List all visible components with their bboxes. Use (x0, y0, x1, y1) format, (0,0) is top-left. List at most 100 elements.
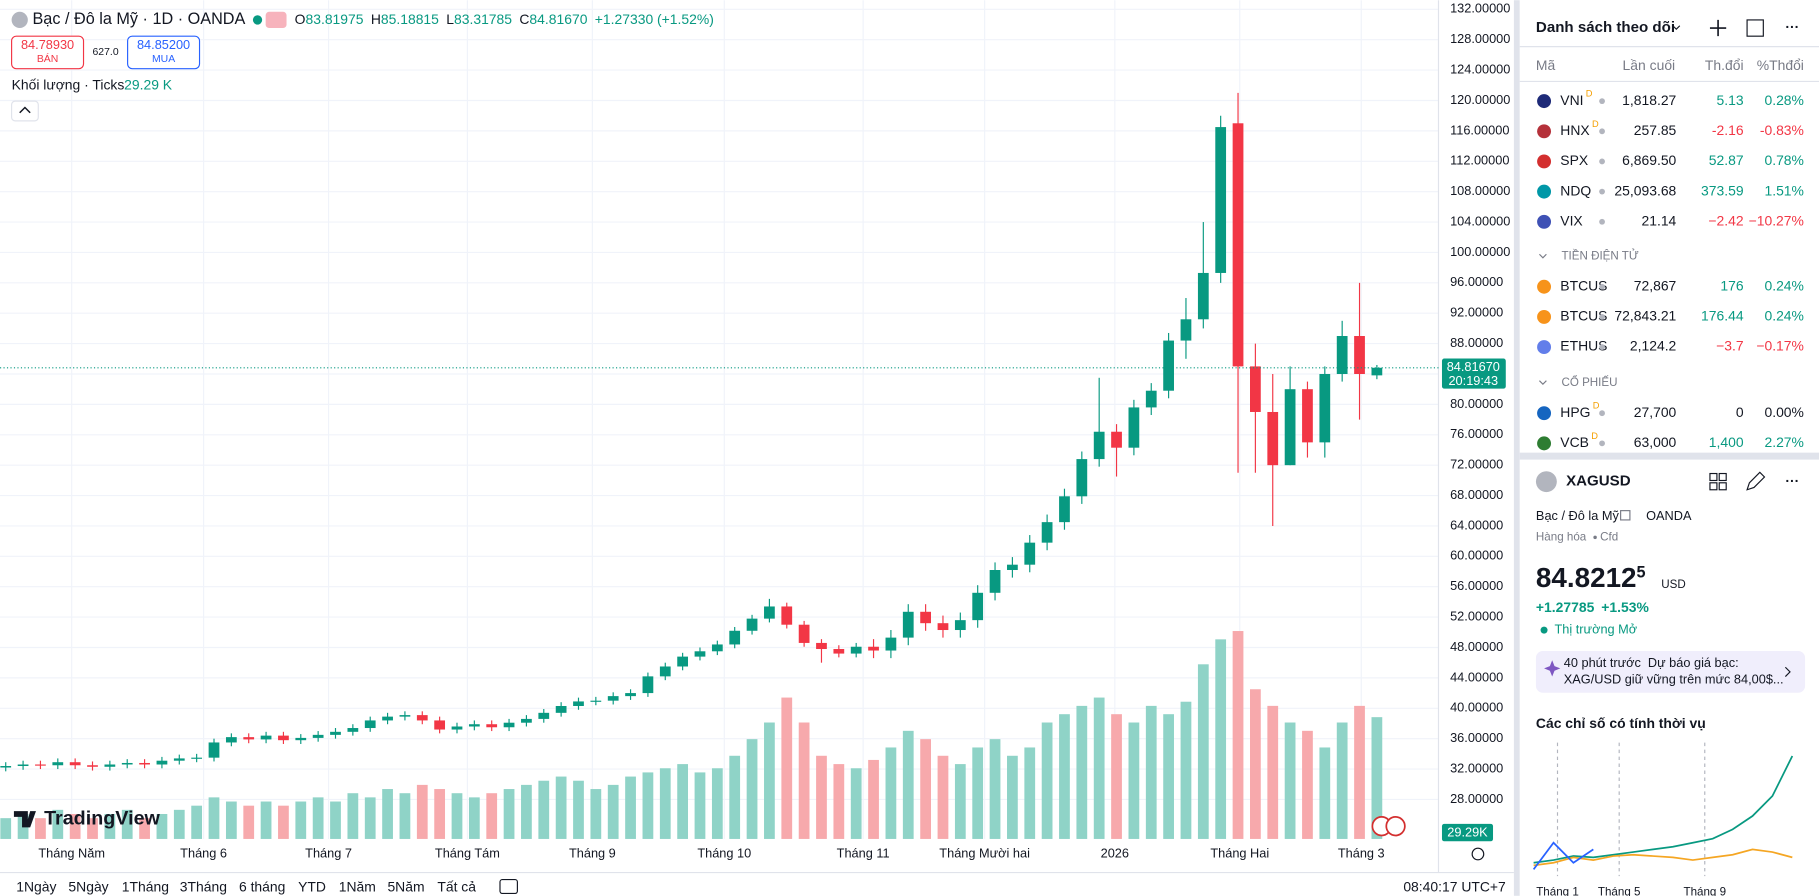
x-tick-label: Tháng Tám (435, 845, 500, 860)
range-button[interactable]: YTD (298, 878, 326, 894)
volume-bar (121, 809, 133, 839)
icon[interactable] (1709, 472, 1718, 482)
volume-bar (330, 801, 341, 839)
row-icon (1537, 154, 1552, 169)
candle-body (729, 630, 741, 645)
range-button[interactable]: 6 tháng (239, 878, 285, 894)
row-last: 63,000 (1634, 434, 1677, 450)
row-symbol[interactable]: BTCUS (1560, 308, 1607, 324)
volume-bar (1059, 714, 1070, 839)
row-symbol[interactable]: HPG (1560, 404, 1590, 420)
row-icon (1537, 279, 1552, 294)
detail-exchange: OANDA (1646, 508, 1692, 523)
link-icon[interactable] (1620, 510, 1631, 521)
row-symbol[interactable]: VNI (1560, 92, 1583, 108)
range-button[interactable]: 5Năm (387, 878, 424, 894)
volume-bar (868, 759, 879, 839)
icon[interactable] (1718, 472, 1727, 482)
buy-button[interactable] (127, 35, 201, 70)
row-pct: 0.28% (1764, 92, 1803, 108)
row-last: 25,093.68 (1614, 182, 1676, 198)
news-card[interactable] (1535, 651, 1806, 693)
candle-body (590, 700, 602, 702)
volume-bar (1024, 747, 1036, 839)
volume-bar (104, 813, 116, 839)
range-button[interactable]: 3Tháng (180, 878, 227, 894)
candle-body (816, 642, 827, 650)
news-time: 40 phút trước (1564, 655, 1642, 670)
volume-bar (69, 813, 81, 839)
event-icon[interactable] (1385, 816, 1406, 837)
candle-body (1145, 390, 1157, 408)
seasonals-title: Các chỉ số có tính thời vụ (1536, 715, 1706, 731)
clock: 08:40:17 UTC+7 (1403, 878, 1506, 894)
range-button[interactable]: 1Năm (339, 878, 376, 894)
column-header: Lần cuối (1623, 57, 1676, 73)
section-title[interactable]: CỔ PHIẾU (1561, 376, 1617, 389)
volume-bar (677, 764, 689, 839)
layout-icon[interactable] (1746, 19, 1764, 37)
status-dot (1599, 410, 1605, 417)
x-tick-label: Tháng Hai (1210, 845, 1269, 860)
countdown-label: 20:19:43 (1448, 373, 1498, 388)
detail-symbol[interactable]: XAGUSD (1566, 473, 1631, 490)
candle-body (1041, 522, 1053, 543)
icon[interactable] (1718, 482, 1727, 491)
row-symbol[interactable]: VCB (1560, 434, 1589, 450)
edit-icon[interactable] (1746, 471, 1766, 491)
icon[interactable] (1709, 482, 1718, 491)
sell-price: 84.78930 (21, 37, 74, 52)
column-header: Mã (1536, 57, 1556, 73)
logo-mark (13, 811, 36, 828)
add-icon[interactable] (1709, 19, 1727, 37)
change-pct: +1.53% (1601, 599, 1649, 615)
volume-bar (798, 722, 810, 839)
settings-icon[interactable] (1471, 847, 1485, 861)
seasonals-chart: Tháng 1 Tháng 5 Tháng 9 (1532, 742, 1794, 896)
volume-bar (486, 793, 498, 839)
row-flag: D (1592, 119, 1599, 129)
candle-body (364, 720, 376, 729)
candle-body (17, 764, 29, 767)
volume-bar (972, 747, 984, 839)
candle-body (1111, 431, 1122, 448)
row-symbol[interactable]: HNX (1560, 122, 1589, 138)
range-button[interactable]: 5Ngày (68, 878, 108, 894)
candle-body (295, 737, 307, 741)
row-symbol[interactable]: BTCUS (1560, 277, 1607, 293)
volume-bar (1354, 705, 1365, 839)
range-button[interactable]: Tất cả (437, 878, 476, 894)
y-tick-label: 120.00000 (1450, 92, 1510, 107)
row-pct: 0.24% (1764, 277, 1803, 293)
candle-body (764, 606, 775, 619)
indicator-icon[interactable] (265, 11, 287, 29)
y-tick-label: 124.00000 (1450, 61, 1510, 76)
collapse-button[interactable] (11, 100, 39, 122)
row-icon (1537, 406, 1552, 421)
kind: Cfd (1600, 530, 1618, 543)
x-tick-label: Tháng Mười hai (939, 845, 1030, 860)
date-range-icon[interactable] (499, 878, 518, 895)
row-symbol[interactable]: NDQ (1560, 182, 1591, 198)
range-button[interactable]: 1Tháng (122, 878, 169, 894)
volume-bar (816, 755, 827, 839)
row-symbol[interactable]: VIX (1560, 212, 1582, 228)
symbol-title[interactable]: Bạc / Đô la Mỹ · 1D · OANDA (32, 10, 245, 28)
row-symbol[interactable]: ETHUS (1560, 338, 1607, 354)
more-icon[interactable]: ··· (1785, 472, 1799, 488)
column-header: %Thđổi (1757, 57, 1804, 73)
more-icon[interactable]: ··· (1785, 19, 1799, 35)
market-dot (1540, 626, 1548, 634)
value: 84.81670 (529, 11, 587, 27)
row-symbol[interactable]: SPX (1560, 152, 1588, 168)
sell-button[interactable] (11, 35, 85, 70)
change: +1.27785 (1536, 599, 1595, 615)
watchlist-title[interactable]: Danh sách theo dõi (1536, 19, 1675, 36)
watchlist: VNI D 1,818.27 5.13 0.28%HNX D 257.85 -2.16 -0.8… (1537, 89, 1804, 451)
range-button[interactable]: 1Ngày (16, 878, 56, 894)
market-status: Thị trường Mở (1555, 622, 1638, 637)
candle-body (1371, 367, 1383, 376)
section-title[interactable]: TIỀN ĐIỆN TỬ (1561, 250, 1638, 263)
volume-bar (1302, 730, 1313, 839)
category: Hàng hóa (1536, 530, 1587, 543)
